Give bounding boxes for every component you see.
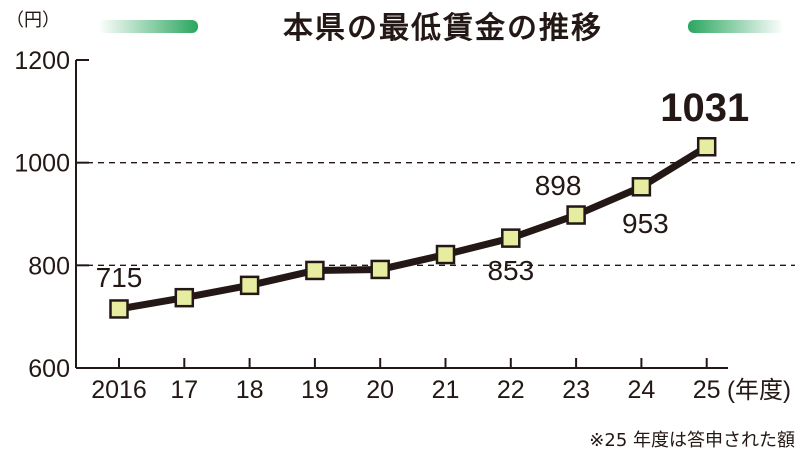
x-tick-label: 24 [627, 376, 655, 404]
data-label: 853 [487, 255, 534, 286]
data-point-marker [631, 177, 652, 197]
data-point-marker [109, 299, 129, 319]
data-point-marker [501, 228, 521, 248]
y-tick-label: 1000 [14, 150, 70, 178]
series-markers [109, 137, 717, 319]
series-line [115, 143, 711, 313]
axes [75, 59, 728, 369]
x-tick-labels: 2016 17 18 19 20 21 22 23 24 25 [91, 376, 720, 404]
y-tick-label: 1200 [14, 47, 70, 75]
y-tick-label: 800 [28, 252, 70, 280]
data-label: 715 [96, 262, 143, 293]
title-bar-right [688, 20, 784, 33]
title-bar-left [98, 20, 198, 33]
x-tick-label: 22 [497, 376, 525, 404]
footnote: ※25 年度は答申された額 [589, 430, 795, 451]
data-label: 1031 [660, 86, 749, 130]
y-axis-unit: （円） [6, 10, 60, 31]
x-tick-label: 18 [236, 376, 264, 404]
x-tick-label: 19 [301, 376, 329, 404]
x-tick-label: 20 [366, 376, 394, 404]
x-tick-label: 23 [562, 376, 590, 404]
data-point-marker [370, 259, 390, 280]
data-point-marker [566, 205, 586, 225]
x-tick-label: 2016 [91, 376, 147, 404]
data-point-marker [174, 287, 195, 308]
x-tick-label: 21 [432, 376, 460, 404]
data-label: 953 [622, 208, 669, 239]
data-point-marker [435, 244, 456, 265]
y-tick-labels: 600 800 1000 1200 [14, 47, 70, 383]
x-tick-label: 25 [693, 376, 721, 404]
gridlines [76, 162, 795, 266]
data-labels: 715 853 898 953 1031 [96, 86, 750, 293]
x-axis-unit: (年度) [727, 377, 791, 404]
data-point-marker [239, 275, 260, 296]
x-tick-label: 17 [170, 376, 198, 404]
chart-title: 本県の最低賃金の推移 [283, 11, 603, 46]
series-polyline [115, 143, 711, 313]
data-label: 898 [535, 170, 582, 201]
data-point-marker [305, 260, 325, 281]
y-tick-label: 600 [28, 355, 70, 383]
data-point-marker [696, 137, 717, 157]
